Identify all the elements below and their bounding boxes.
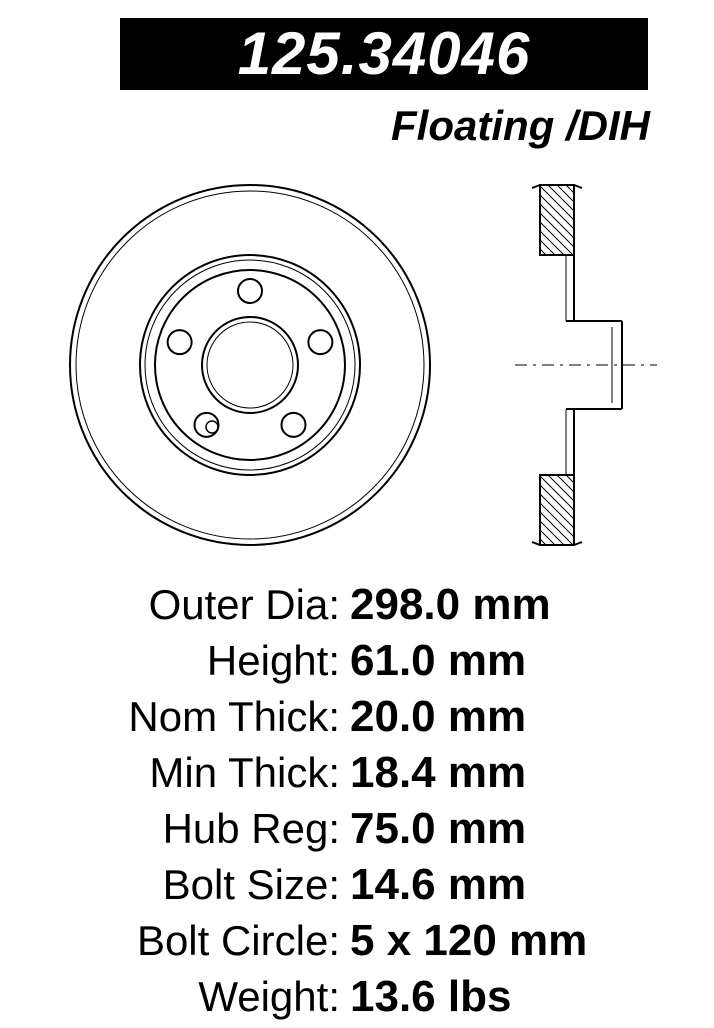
spec-label: Hub Reg: [60,805,350,853]
spec-value: 75.0 mm [350,804,526,854]
spec-value: 14.6 mm [350,860,526,910]
spec-value: 61.0 mm [350,636,526,686]
spec-row: Min Thick:18.4 mm [60,748,660,798]
spec-row: Weight:13.6 lbs [60,972,660,1022]
rotor-type-subtitle: Floating /DIH [350,102,650,150]
spec-label: Bolt Circle: [60,917,350,965]
spec-row: Height:61.0 mm [60,636,660,686]
spec-row: Hub Reg:75.0 mm [60,804,660,854]
spec-label: Nom Thick: [60,693,350,741]
spec-value: 298.0 mm [350,580,551,630]
rotor-diagram [20,160,694,570]
part-number-banner: 125.34046 [120,18,648,90]
spec-value: 18.4 mm [350,748,526,798]
spec-label: Bolt Size: [60,861,350,909]
spec-value: 13.6 lbs [350,972,511,1022]
spec-label: Height: [60,637,350,685]
spec-row: Bolt Size:14.6 mm [60,860,660,910]
spec-table: Outer Dia:298.0 mmHeight:61.0 mmNom Thic… [60,580,660,1028]
rotor-profile-view [515,185,657,545]
spec-value: 20.0 mm [350,692,526,742]
spec-label: Outer Dia: [60,581,350,629]
spec-row: Nom Thick:20.0 mm [60,692,660,742]
spec-label: Min Thick: [60,749,350,797]
spec-row: Bolt Circle:5 x 120 mm [60,916,660,966]
spec-value: 5 x 120 mm [350,916,587,966]
spec-row: Outer Dia:298.0 mm [60,580,660,630]
rotor-front-view [70,185,430,545]
spec-label: Weight: [60,973,350,1021]
